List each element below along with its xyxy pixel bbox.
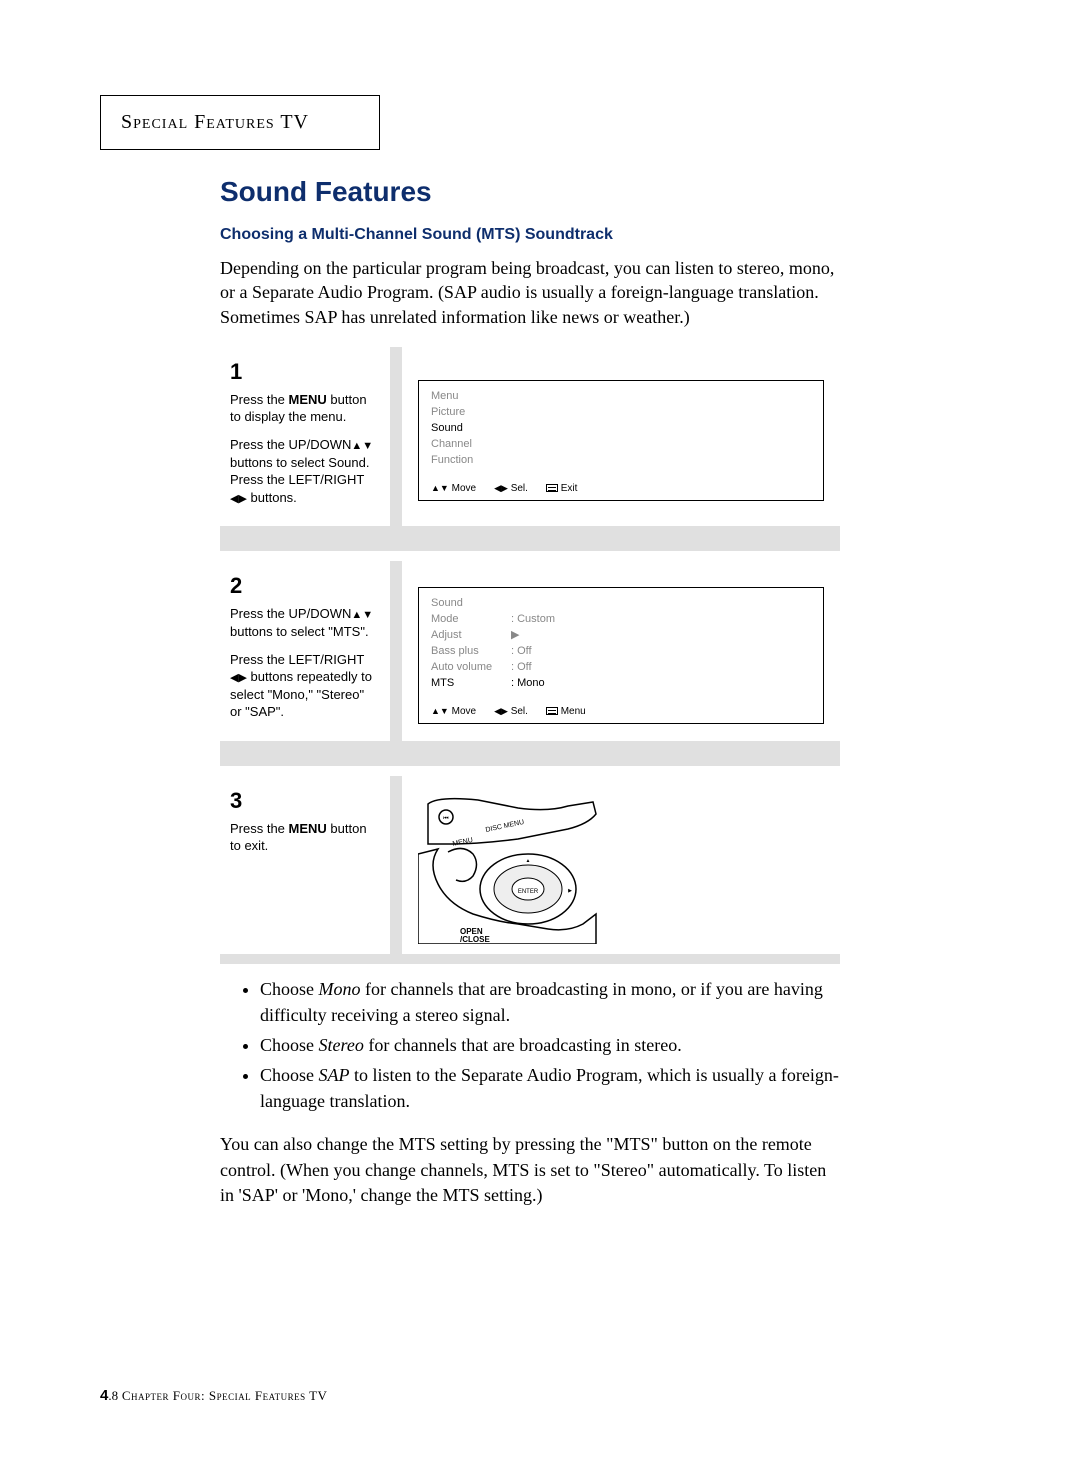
close-label: /CLOSE: [460, 935, 490, 944]
osd2-auto-val: : Off: [511, 660, 532, 676]
step-2-p1b: buttons to select "MTS".: [230, 624, 369, 639]
step-2-p2b: buttons repeatedly to select "Mono," "St…: [230, 669, 372, 719]
updown-arrows-icon: [351, 437, 373, 452]
step-1-screen: Menu Picture Sound Channel Function ▲▼ M…: [402, 347, 840, 527]
b3-em: SAP: [319, 1065, 350, 1085]
menu-icon: [546, 707, 558, 715]
osd2-adjust: Adjust: [431, 628, 501, 644]
bullet-stereo: Choose Stereo for channels that are broa…: [260, 1032, 840, 1058]
svg-text:ENTER: ENTER: [518, 889, 539, 895]
page-number-minor: .8: [108, 1388, 118, 1403]
step-2-text: 2 Press the UP/DOWN buttons to select "M…: [220, 561, 390, 741]
step-3-remote: ⏮ ▲ ▶ ENTER DISC MENU MENU OPEN /CLOSE: [402, 776, 840, 954]
footer-chapter: Chapter Four: Special Features TV: [118, 1388, 327, 1403]
step-1-number: 1: [230, 357, 376, 387]
step-2-p1a: Press the UP/DOWN: [230, 606, 351, 621]
step-3-p1a: Press the: [230, 821, 289, 836]
step-3: 3 Press the MENU button to exit. ⏮: [220, 776, 840, 964]
osd1-item-picture: Picture: [431, 405, 501, 421]
step-2-p2a: Press the LEFT/RIGHT: [230, 652, 364, 667]
page-footer: 4.8 Chapter Four: Special Features TV: [100, 1387, 327, 1404]
step-3-text: 3 Press the MENU button to exit.: [220, 776, 390, 954]
osd2-menu: Menu: [561, 706, 586, 717]
step-1-p1-bold: MENU: [289, 392, 327, 407]
osd-menu-2: Sound Mode : Custom Adjust ▶ Bass plus : Of…: [418, 587, 824, 724]
osd-menu-1: Menu Picture Sound Channel Function ▲▼ M…: [418, 380, 824, 501]
osd2-bass: Bass plus: [431, 644, 501, 660]
b1-em: Mono: [319, 979, 361, 999]
b2-em: Stereo: [319, 1035, 364, 1055]
svg-text:▶: ▶: [568, 888, 572, 894]
step-divider: [390, 347, 402, 527]
osd2-auto: Auto volume: [431, 660, 501, 676]
leftright-icon: ◀▶: [494, 483, 508, 493]
step-3-number: 3: [230, 786, 376, 816]
step-3-p1-bold: MENU: [289, 821, 327, 836]
section-title: Special Features TV: [121, 111, 309, 134]
osd2-move: Move: [452, 706, 476, 717]
page-title: Sound Features: [220, 176, 840, 208]
step-divider: [390, 561, 402, 741]
intro-paragraph: Depending on the particular program bein…: [220, 256, 840, 329]
osd2-adjust-val: ▶: [511, 628, 519, 644]
step-2-screen: Sound Mode : Custom Adjust ▶ Bass plus : Of…: [402, 561, 840, 741]
leftright-arrows-icon: [230, 669, 247, 684]
bullet-mono: Choose Mono for channels that are broadc…: [260, 976, 840, 1028]
osd2-mts: MTS: [431, 676, 501, 692]
leftright-icon: ◀▶: [494, 706, 508, 716]
step-divider: [390, 776, 402, 954]
osd2-bass-val: : Off: [511, 644, 532, 660]
updown-icon: ▲▼: [431, 706, 449, 716]
step-1-p1a: Press the: [230, 392, 289, 407]
leftright-arrows-icon: [230, 490, 247, 505]
bullet-sap: Choose SAP to listen to the Separate Aud…: [260, 1062, 840, 1114]
osd1-footer: ▲▼ Move ◀▶ Sel. Exit: [431, 483, 811, 494]
prev-track-icon: ⏮: [443, 816, 449, 822]
osd1-title: Menu: [431, 389, 501, 405]
b1-pre: Choose: [260, 979, 319, 999]
main-content: Sound Features Choosing a Multi-Channel …: [220, 176, 840, 1208]
step-1-text: 1 Press the MENU button to display the m…: [220, 347, 390, 527]
osd2-mode-val: : Custom: [511, 612, 555, 628]
svg-text:▲: ▲: [526, 858, 531, 864]
step-1: 1 Press the MENU button to display the m…: [220, 347, 840, 552]
remote-illustration: ⏮ ▲ ▶ ENTER DISC MENU MENU OPEN /CLOSE: [418, 794, 598, 944]
step-2: 2 Press the UP/DOWN buttons to select "M…: [220, 561, 840, 766]
closing-paragraph: You can also change the MTS setting by p…: [220, 1132, 840, 1208]
osd2-mts-val: : Mono: [511, 676, 545, 692]
osd1-item-function: Function: [431, 453, 501, 469]
osd1-item-sound: Sound: [431, 421, 501, 437]
osd2-sel: Sel.: [511, 706, 528, 717]
menu-icon: [546, 484, 558, 492]
updown-icon: ▲▼: [431, 483, 449, 493]
step-1-p2c: buttons.: [247, 490, 297, 505]
osd1-exit: Exit: [561, 483, 578, 494]
b3-pre: Choose: [260, 1065, 319, 1085]
b2-pre: Choose: [260, 1035, 319, 1055]
updown-arrows-icon: [351, 606, 373, 621]
b2-post: for channels that are broadcasting in st…: [364, 1035, 682, 1055]
osd2-footer: ▲▼ Move ◀▶ Sel. Menu: [431, 706, 811, 717]
osd1-item-channel: Channel: [431, 437, 501, 453]
osd1-sel: Sel.: [511, 483, 528, 494]
page-subtitle: Choosing a Multi-Channel Sound (MTS) Sou…: [220, 226, 840, 244]
osd2-mode: Mode: [431, 612, 501, 628]
step-1-p2a: Press the UP/DOWN: [230, 437, 351, 452]
bullet-list: Choose Mono for channels that are broadc…: [260, 976, 840, 1114]
osd2-title: Sound: [431, 596, 501, 612]
step-1-p2b: buttons to select Sound. Press the LEFT/…: [230, 455, 369, 488]
step-2-number: 2: [230, 571, 376, 601]
header-box: Special Features TV: [100, 95, 380, 150]
osd1-move: Move: [452, 483, 476, 494]
